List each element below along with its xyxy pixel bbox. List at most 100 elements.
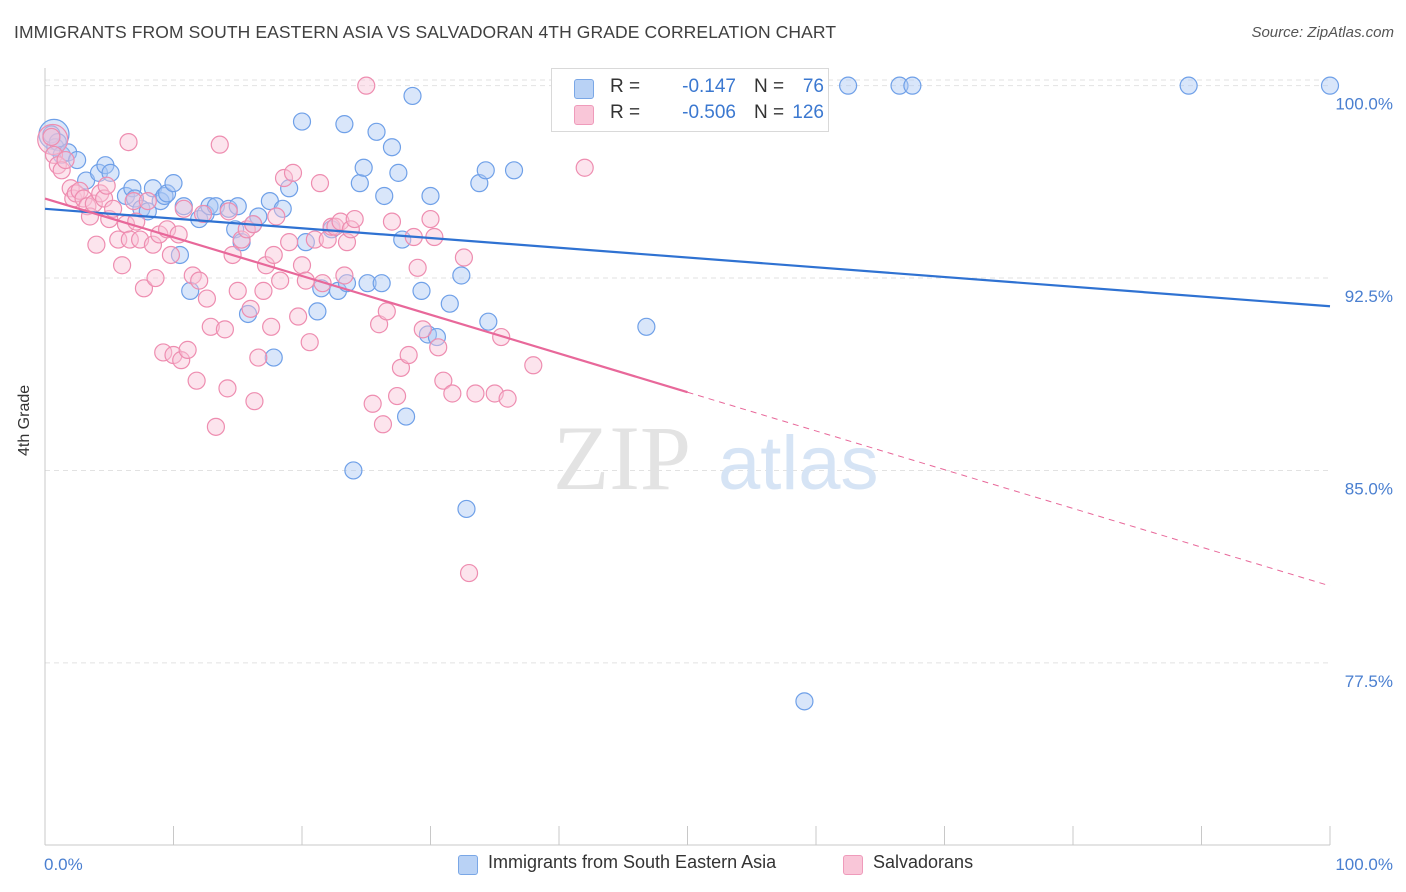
data-point [178, 340, 197, 359]
stats-legend: R = -0.147 N = 76 R = -0.506 N = 126 [551, 68, 829, 132]
points [37, 76, 1340, 711]
series-swatch-asia [458, 855, 478, 875]
data-point [143, 235, 163, 254]
tick-labels: 100.0% 92.5% 85.0% 77.5% 0.0% 100.0% [44, 95, 1393, 874]
legend-r-value: -0.147 [682, 76, 736, 97]
data-point [193, 204, 213, 224]
legend-n-label: N = [754, 102, 785, 123]
data-point [387, 386, 407, 406]
series-swatch-salvadorans [843, 855, 863, 875]
data-point [408, 258, 427, 277]
x-tick-label-start: 0.0% [44, 855, 83, 874]
data-point [218, 379, 237, 398]
data-point [350, 174, 369, 193]
data-point [373, 415, 393, 434]
data-point [124, 191, 143, 211]
data-point [358, 274, 377, 293]
data-point [575, 158, 594, 177]
data-point [377, 302, 396, 321]
data-point [890, 76, 909, 95]
data-point [421, 209, 440, 229]
trend-lines [44, 197, 1331, 587]
gridlines [45, 79, 1330, 664]
legend-r-value: -0.506 [682, 102, 736, 123]
data-point [637, 317, 656, 336]
data-point [52, 161, 71, 180]
data-point [504, 161, 524, 180]
x-tick-label-end: 100.0% [1335, 855, 1393, 874]
data-point [412, 281, 431, 300]
data-point [254, 281, 273, 300]
data-point [280, 179, 299, 198]
data-point [310, 174, 330, 193]
series-label-salvadorans: Salvadorans [873, 852, 974, 872]
data-point [476, 161, 495, 180]
data-point [305, 230, 324, 249]
series-salvadorans [37, 76, 594, 583]
data-point [87, 235, 106, 254]
data-point [341, 220, 360, 239]
data-point [292, 112, 312, 131]
chart-title: IMMIGRANTS FROM SOUTH EASTERN ASIA VS SA… [14, 22, 837, 42]
data-point [56, 150, 75, 170]
data-point [413, 320, 432, 339]
data-point [161, 245, 181, 265]
legend-swatch-salvadorans [574, 105, 594, 125]
data-point [363, 394, 382, 413]
data-point [839, 76, 858, 95]
data-point [372, 274, 391, 293]
data-point [138, 191, 157, 211]
data-point [335, 266, 354, 285]
data-point [345, 209, 364, 229]
series-legend: Immigrants from South Eastern Asia Salva… [0, 852, 1406, 878]
data-point [197, 289, 217, 308]
data-point [421, 186, 440, 206]
data-point [354, 158, 373, 177]
watermark: ZIP atlas [553, 407, 879, 509]
data-point [210, 135, 229, 154]
data-point [164, 174, 183, 193]
data-point [459, 563, 479, 583]
data-point [457, 499, 476, 519]
data-point [396, 407, 416, 426]
data-point [452, 266, 471, 285]
data-point [357, 76, 376, 95]
data-point [228, 197, 247, 216]
data-point [219, 202, 238, 221]
y-tick-label: 92.5% [1345, 287, 1393, 306]
data-point [434, 371, 453, 390]
data-point [498, 389, 517, 408]
legend-swatch-asia [574, 79, 594, 99]
data-point [300, 333, 319, 352]
data-point [249, 348, 268, 367]
data-point [344, 461, 363, 480]
data-point [245, 392, 264, 411]
data-point [146, 268, 165, 288]
data-point [389, 163, 408, 182]
legend-r-label: R = [610, 102, 641, 123]
data-point [215, 320, 234, 339]
data-point [112, 256, 132, 275]
data-point [120, 230, 139, 249]
data-point [429, 338, 448, 357]
legend-n-label: N = [754, 76, 785, 97]
data-point [134, 279, 154, 298]
data-point [238, 304, 258, 324]
data-point [172, 351, 191, 370]
legend-n-value: 76 [802, 76, 824, 97]
data-point [466, 384, 485, 403]
series-label-asia: Immigrants from South Eastern Asia [488, 852, 777, 872]
data-point [169, 225, 188, 244]
axes [44, 68, 1331, 846]
data-point [187, 371, 206, 390]
data-point [206, 417, 226, 436]
trend-line-dashed [687, 391, 1331, 587]
data-point [181, 281, 200, 300]
y-tick-label: 85.0% [1345, 479, 1393, 498]
data-point [232, 230, 251, 249]
data-point [264, 245, 283, 265]
data-point [367, 122, 386, 141]
data-point [1179, 76, 1198, 95]
data-point [308, 302, 327, 321]
data-point [292, 256, 312, 275]
